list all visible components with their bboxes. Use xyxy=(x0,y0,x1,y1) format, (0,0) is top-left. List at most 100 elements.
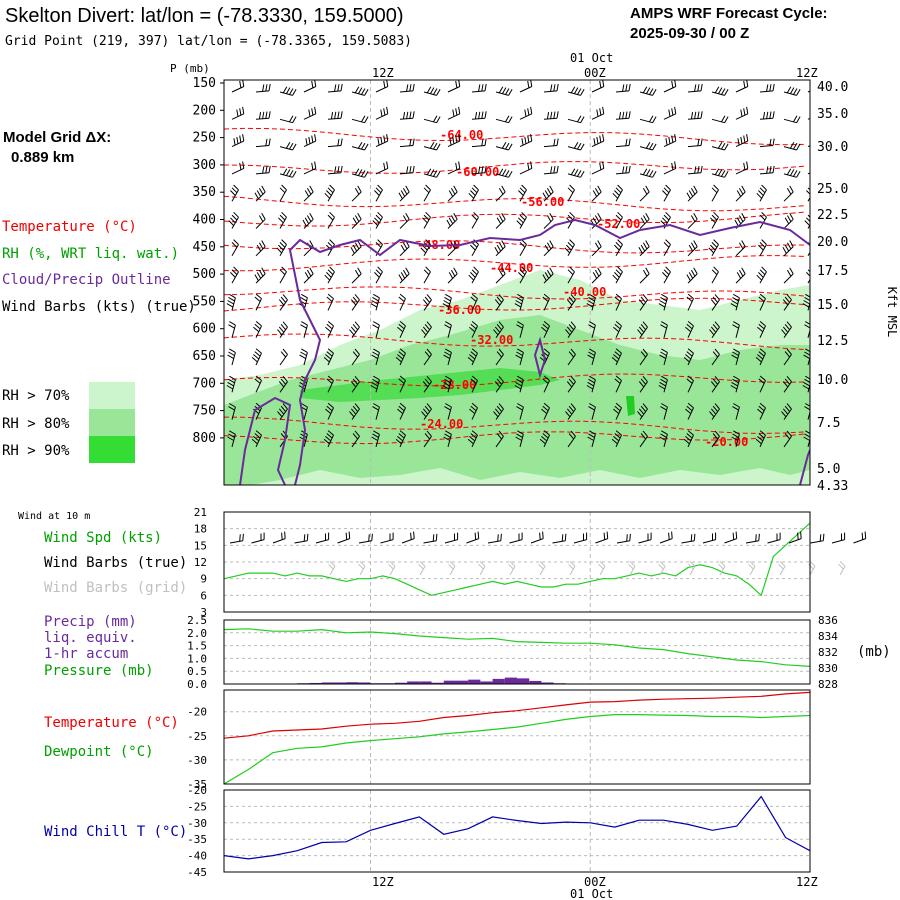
profile-wind-barb-feather xyxy=(714,430,720,437)
profile-wind-barb xyxy=(399,407,406,420)
profile-wind-barb-feather xyxy=(361,142,366,150)
profile-wind-barb xyxy=(255,145,270,148)
isotherm-line xyxy=(224,195,805,212)
profile-wind-barb-feather xyxy=(759,375,766,381)
wind-barb-true xyxy=(552,540,566,544)
wind-barb-true xyxy=(487,540,501,544)
profile-wind-barb-feather xyxy=(426,375,432,383)
profile-wind-barb xyxy=(351,218,362,229)
profile-wind-barb-feather xyxy=(615,402,622,409)
cloud-outline xyxy=(239,218,810,485)
profile-wind-barb-feather xyxy=(305,138,308,146)
profile-wind-barb-feather xyxy=(597,267,602,275)
profile-wind-barb-feather xyxy=(352,296,358,303)
profile-wind-barb-feather xyxy=(549,267,554,275)
top-time-label-00z: 00Z xyxy=(584,66,606,80)
wind-barb-grid-feather xyxy=(448,563,454,570)
profile-wind-barb-feather xyxy=(422,244,428,251)
profile-wind-barb-feather xyxy=(314,134,317,142)
profile-wind-barb-feather xyxy=(592,272,598,279)
profile-wind-barb-feather xyxy=(340,111,343,119)
profile-wind-barb-feather xyxy=(279,269,286,275)
pressure-tick-label: 834 xyxy=(818,630,838,643)
profile-wind-barb-feather xyxy=(622,84,625,92)
profile-wind-barb xyxy=(303,406,308,420)
profile-wind-barb-feather xyxy=(239,135,242,143)
profile-wind-barb-feather xyxy=(354,187,360,195)
pressure-tick-label: 350 xyxy=(193,185,216,200)
profile-wind-barb xyxy=(783,118,797,124)
profile-wind-barb xyxy=(567,299,576,311)
profile-wind-barb-feather xyxy=(593,138,596,146)
profile-wind-barb-feather xyxy=(436,170,441,178)
wind-barb-grid-feather xyxy=(629,561,636,567)
profile-wind-barb-feather xyxy=(468,192,475,199)
profile-wind-barb-feather xyxy=(714,168,720,176)
profile-wind-barb xyxy=(663,113,677,120)
profile-wind-barb xyxy=(447,297,452,311)
profile-wind-barb xyxy=(351,118,365,124)
precip-bar xyxy=(492,678,505,684)
profile-wind-barb-feather xyxy=(233,211,239,218)
profile-wind-barb-feather xyxy=(759,293,766,299)
profile-wind-barb xyxy=(663,271,671,284)
profile-wind-barb xyxy=(351,91,365,96)
profile-wind-barb-feather xyxy=(717,141,723,149)
profile-wind-barb-feather xyxy=(444,406,451,411)
profile-wind-barb-feather xyxy=(516,406,523,411)
profile-wind-barb-feather xyxy=(573,87,579,94)
profile-wind-barb-feather xyxy=(311,80,314,88)
profile-wind-barb-feather xyxy=(354,294,360,301)
legend-rh70-swatch xyxy=(89,382,135,409)
profile-wind-barb-feather xyxy=(599,135,602,143)
profile-wind-barb xyxy=(351,246,362,257)
profile-wind-barb-feather xyxy=(373,375,380,381)
profile-wind-barb xyxy=(327,216,335,229)
precip-label: Precip (mm) xyxy=(44,614,137,630)
profile-wind-barb xyxy=(591,352,596,366)
wind-barb-grid-feather xyxy=(358,563,364,570)
profile-wind-barb-feather xyxy=(660,220,667,226)
profile-wind-barb xyxy=(783,173,797,178)
profile-wind-barb xyxy=(543,191,554,202)
profile-wind-barb-feather xyxy=(802,385,810,390)
profile-wind-barb xyxy=(471,380,478,393)
profile-wind-barb-feather xyxy=(324,192,331,199)
profile-wind-barb-feather xyxy=(229,403,236,408)
profile-wind-barb-feather xyxy=(737,138,740,146)
profile-wind-barb xyxy=(279,354,288,366)
profile-wind-barb-feather xyxy=(733,348,740,353)
wind-barb-true xyxy=(251,539,265,544)
profile-wind-barb xyxy=(423,299,432,311)
profile-wind-barb-feather xyxy=(758,272,764,278)
pressure-tick-label: 750 xyxy=(193,404,216,419)
profile-wind-barb-feather xyxy=(496,323,502,331)
profile-wind-barb-feather xyxy=(721,142,726,150)
wind-barb-grid-feather xyxy=(718,563,724,570)
wind-barb-grid-feather xyxy=(479,561,486,567)
wind-barb-grid-feather xyxy=(449,561,456,567)
profile-wind-barb-feather xyxy=(304,217,310,225)
wind-barb-grid xyxy=(719,566,726,576)
profile-wind-barb-feather xyxy=(398,192,403,200)
profile-wind-barb-feather xyxy=(565,329,571,336)
isotherm-label: -60.00 xyxy=(456,165,499,179)
profile-wind-barb-feather xyxy=(280,323,286,331)
profile-wind-barb xyxy=(231,244,239,257)
profile-wind-barb-feather xyxy=(652,143,657,151)
profile-wind-barb-feather xyxy=(361,115,366,123)
wind-barb-grid-feather xyxy=(538,563,544,570)
profile-wind-barb-feather xyxy=(625,84,628,92)
profile-wind-barb-feather xyxy=(685,326,692,333)
profile-wind-barb xyxy=(759,189,767,202)
profile-wind-barb xyxy=(711,271,719,284)
wind-barb-grid-feather xyxy=(419,561,426,567)
wind-barb-grid xyxy=(569,566,576,576)
wind-barb-true xyxy=(380,539,394,544)
windchill-line xyxy=(224,795,810,860)
profile-wind-barb-feather xyxy=(786,430,792,437)
profile-wind-barb-feather xyxy=(638,408,645,415)
profile-wind-barb-feather xyxy=(761,266,767,273)
profile-wind-barb-feather xyxy=(255,430,262,436)
